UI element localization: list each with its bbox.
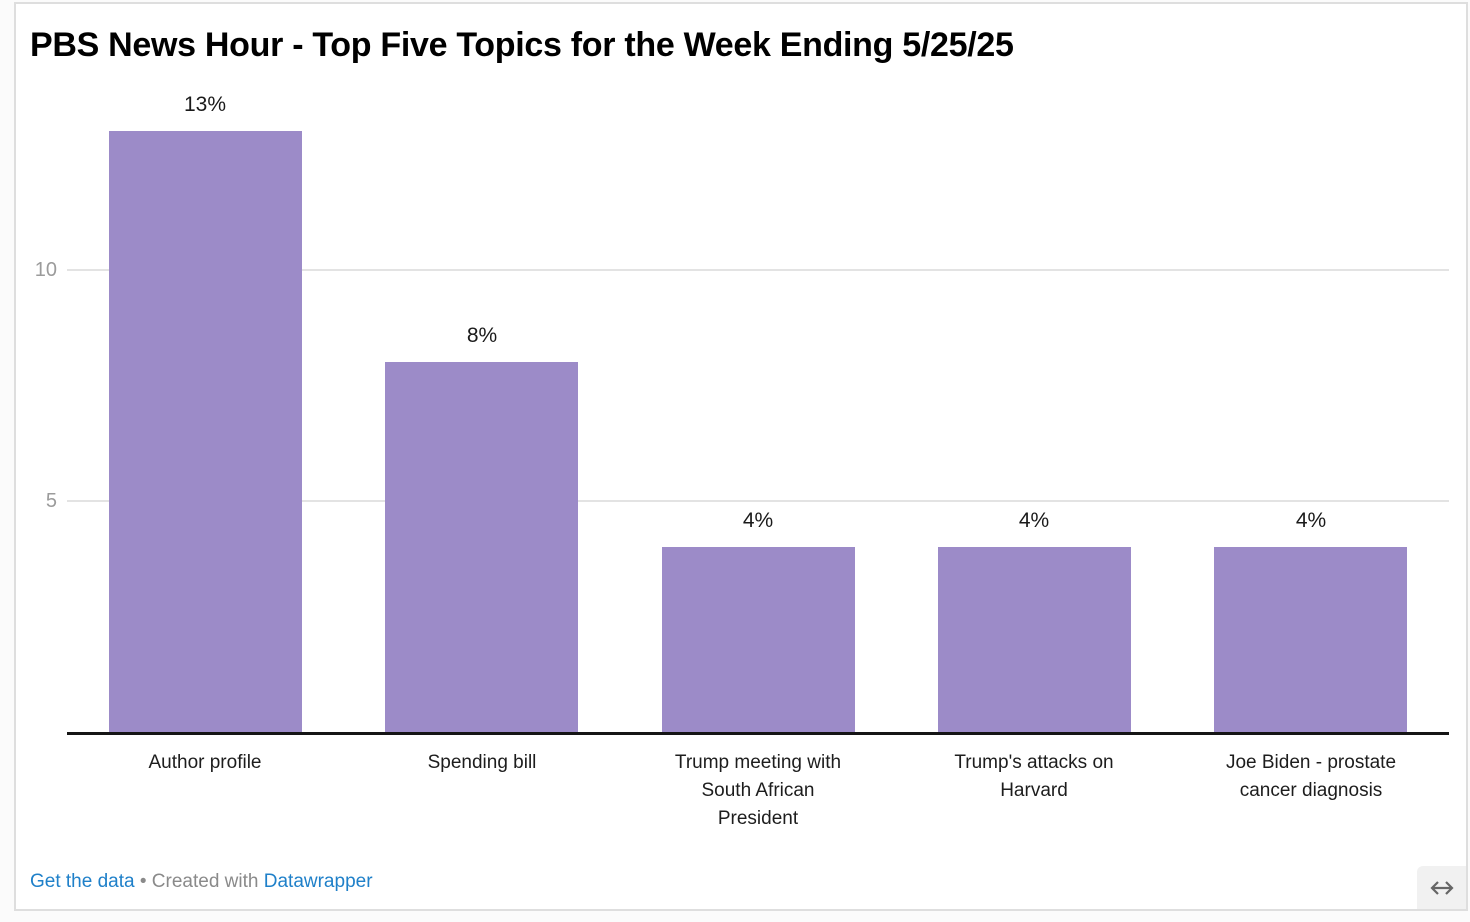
chart-container: PBS News Hour - Top Five Topics for the … xyxy=(14,2,1468,911)
x-category-label: Trump meeting with South African President xyxy=(623,749,893,833)
resize-handle-button[interactable] xyxy=(1417,866,1466,909)
bar xyxy=(109,131,302,732)
x-category-label-line: Trump's attacks on xyxy=(954,752,1114,773)
bar xyxy=(938,547,1131,732)
x-axis-line xyxy=(67,732,1449,735)
bar xyxy=(662,547,855,732)
datawrapper-link[interactable]: Datawrapper xyxy=(263,871,373,892)
x-category-label-line: President xyxy=(717,808,799,829)
x-category-label: Trump's attacks on Harvard xyxy=(899,749,1169,805)
bar xyxy=(385,362,578,732)
x-category-label-line: Harvard xyxy=(1000,780,1068,801)
bar-value-label: 4% xyxy=(742,509,774,533)
gridline xyxy=(67,500,1449,502)
y-tick-label: 5 xyxy=(45,490,57,512)
x-category-label-line: Author profile xyxy=(148,752,262,773)
chart-footer: Get the data • Created with Datawrapper xyxy=(30,870,373,894)
x-category-label-line: South African xyxy=(701,780,815,801)
x-category-label-line: Spending bill xyxy=(427,752,537,773)
plot-area: 5 10 13% Author profile 8% Spending bill 4% Tru… xyxy=(16,4,1466,909)
footer-created-with: Created with xyxy=(151,871,259,892)
y-tick-label: 10 xyxy=(34,259,57,281)
x-category-label: Spending bill xyxy=(347,749,617,777)
bar-value-label: 4% xyxy=(1295,509,1327,533)
x-category-label-line: Joe Biden - prostate xyxy=(1225,752,1397,773)
x-category-label: Author profile xyxy=(70,749,340,777)
get-data-link[interactable]: Get the data xyxy=(30,871,135,892)
x-category-label-line: cancer diagnosis xyxy=(1239,780,1383,801)
bar-value-label: 4% xyxy=(1018,509,1050,533)
x-category-label-line: Trump meeting with xyxy=(674,752,842,773)
gridline xyxy=(67,269,1449,271)
footer-separator: • xyxy=(139,871,147,892)
horizontal-resize-arrow-icon xyxy=(1429,880,1454,895)
bar xyxy=(1214,547,1407,732)
chart-title: PBS News Hour - Top Five Topics for the … xyxy=(30,26,1014,64)
bar-value-label: 8% xyxy=(466,324,498,348)
bar-value-label: 13% xyxy=(183,93,227,117)
x-category-label: Joe Biden - prostate cancer diagnosis xyxy=(1176,749,1446,805)
